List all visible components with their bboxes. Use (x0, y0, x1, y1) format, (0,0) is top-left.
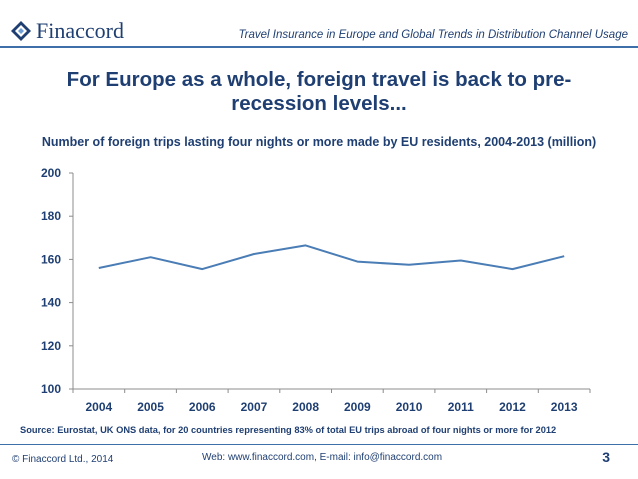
copyright: © Finaccord Ltd., 2014 (12, 454, 114, 465)
y-tick-label: 180 (41, 209, 61, 223)
y-tick-label: 100 (41, 382, 61, 396)
logo-text: Finaccord (36, 18, 124, 43)
x-tick-label: 2008 (292, 400, 319, 414)
y-tick-label: 140 (41, 296, 61, 310)
page-number: 3 (602, 449, 610, 465)
diamond-logo-icon (10, 20, 32, 42)
contact-info: Web: www.finaccord.com, E-mail: info@fin… (202, 452, 443, 463)
y-tick-label: 160 (41, 252, 61, 266)
header-divider (0, 46, 638, 48)
x-tick-label: 2012 (499, 400, 526, 414)
footer-divider (0, 444, 638, 445)
slide-title: For Europe as a whole, foreign travel is… (66, 68, 572, 115)
x-tick-label: 2007 (241, 400, 268, 414)
x-tick-label: 2011 (448, 400, 474, 414)
y-tick-label: 120 (41, 339, 61, 353)
y-axis: 100 120 140 160 180 200 (41, 166, 74, 396)
y-tick-label: 200 (41, 166, 61, 180)
source-note: Source: Eurostat, UK ONS data, for 20 co… (20, 425, 557, 435)
finaccord-logo: Finaccord (10, 18, 124, 44)
x-tick-label: 2013 (551, 400, 578, 414)
x-tick-label: 2004 (85, 400, 112, 414)
report-title: Travel Insurance in Europe and Global Tr… (238, 29, 628, 41)
x-tick-label: 2005 (137, 400, 164, 414)
x-axis: 2004 2005 2006 2007 2008 2009 2010 2011 2012 2013 (72, 388, 591, 414)
x-tick-label: 2010 (396, 400, 423, 414)
x-tick-label: 2006 (189, 400, 216, 414)
x-tick-label: 2009 (344, 400, 371, 414)
series-line (98, 244, 565, 271)
series-trips (98, 244, 565, 271)
chart-title: Number of foreign trips lasting four nig… (41, 135, 597, 149)
